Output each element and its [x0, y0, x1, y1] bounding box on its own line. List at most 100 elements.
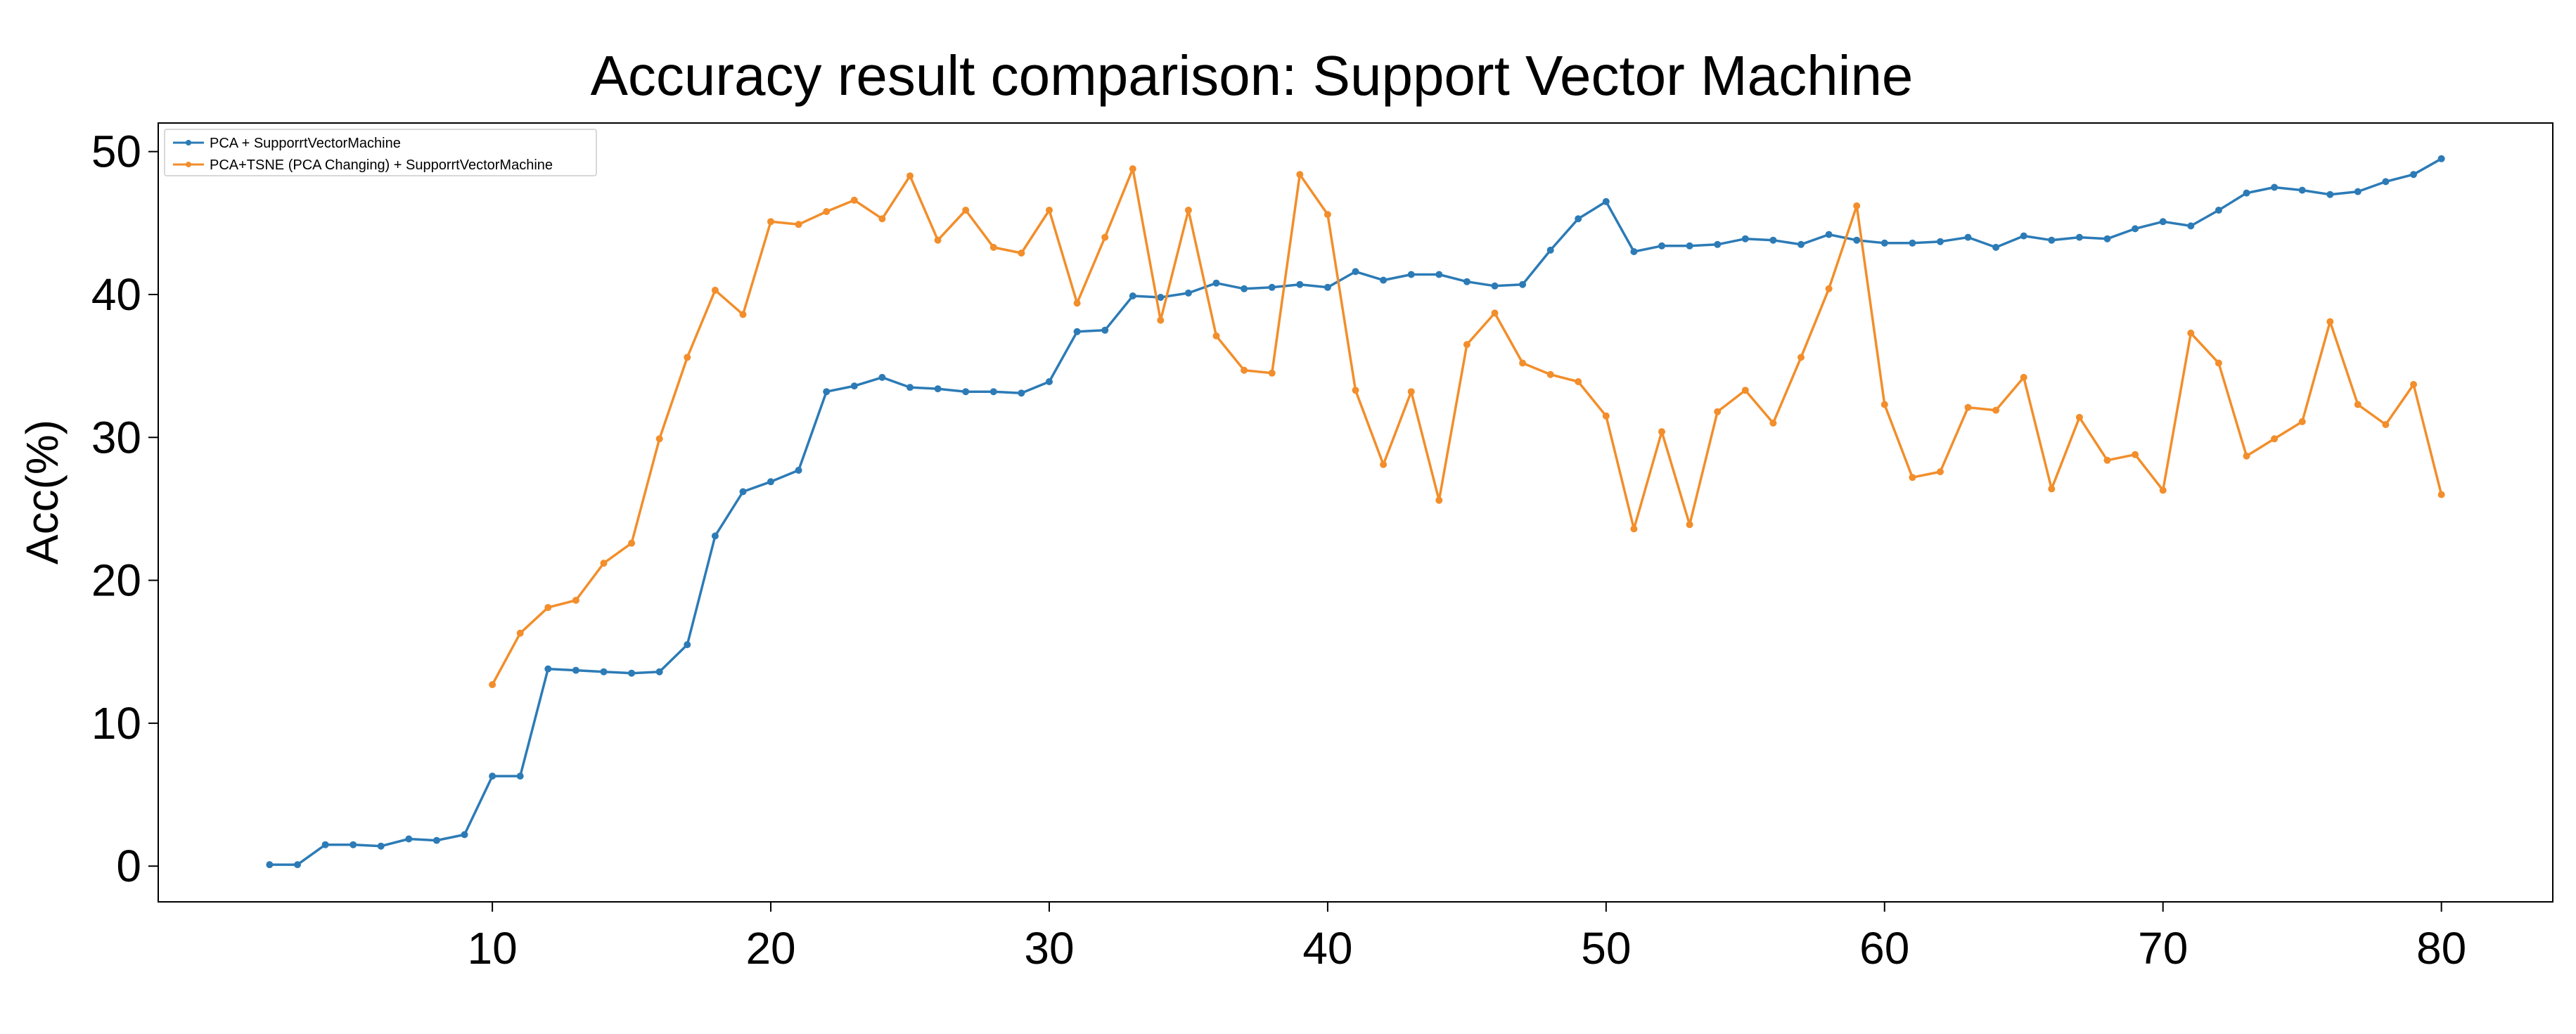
data-point [1491, 282, 1499, 290]
data-point [1602, 412, 1610, 420]
data-point [1714, 240, 1722, 248]
data-point [1352, 268, 1359, 276]
data-point [544, 604, 552, 612]
data-point [1546, 246, 1554, 254]
data-point [1519, 359, 1527, 367]
data-point [1798, 240, 1805, 248]
legend-label: PCA + SupporrtVectorMachine [210, 136, 401, 151]
data-point [572, 597, 579, 604]
data-point [1129, 292, 1136, 299]
data-point [1352, 387, 1359, 394]
legend-label: PCA+TSNE (PCA Changing) + SupporrtVector… [210, 157, 553, 173]
data-point [2075, 233, 2083, 241]
plot-frame [158, 122, 2553, 903]
data-point [1129, 165, 1136, 173]
data-point [1268, 369, 1276, 377]
data-point [1157, 294, 1165, 301]
data-point [1964, 403, 1972, 411]
data-point [516, 773, 524, 780]
data-point [1853, 236, 1861, 244]
data-point [2410, 381, 2417, 388]
data-point [1101, 233, 1109, 241]
data-point [1018, 250, 1025, 257]
data-point [432, 836, 440, 844]
data-point [767, 478, 774, 486]
y-tick-label: 30 [91, 412, 141, 463]
data-point [906, 384, 914, 392]
data-point [2271, 435, 2279, 443]
data-point [350, 841, 357, 848]
legend-marker [186, 140, 191, 146]
y-tick-label: 0 [116, 841, 141, 891]
data-point [1519, 280, 1527, 288]
data-point [850, 382, 858, 390]
data-point [1212, 279, 1220, 287]
data-point [1992, 406, 2000, 414]
data-point [2382, 421, 2390, 428]
data-point [1073, 299, 1081, 307]
data-point [1463, 341, 1470, 349]
data-point [1435, 271, 1443, 278]
series-layer [266, 155, 2445, 869]
data-point [1798, 354, 1805, 361]
data-point [572, 666, 579, 674]
data-point [1686, 521, 1693, 529]
legend: PCA + SupporrtVectorMachine PCA+TSNE (PCA… [164, 129, 597, 176]
data-point [1046, 207, 1053, 214]
data-point [600, 668, 608, 676]
data-point [1380, 460, 1388, 468]
data-point [1686, 242, 1693, 250]
data-point [1714, 408, 1722, 415]
data-point [684, 641, 691, 649]
data-point [1880, 239, 1888, 247]
data-point [2132, 225, 2139, 233]
data-point [878, 373, 886, 381]
data-point [2159, 486, 2167, 494]
x-tick-label: 60 [1859, 923, 1909, 974]
data-point [823, 208, 831, 215]
data-point [1407, 388, 1415, 396]
data-point [1101, 326, 1109, 334]
data-point [1825, 231, 1833, 238]
series-2 [489, 165, 2445, 688]
data-point [1407, 271, 1415, 278]
data-point [2354, 401, 2362, 408]
data-point [1630, 525, 1638, 533]
axes: 10 20 30 40 50 60 70 80 0 10 20 30 40 50 [91, 122, 2553, 974]
data-point [684, 354, 691, 361]
data-point [934, 385, 942, 393]
data-point [2132, 451, 2139, 458]
data-point [1658, 242, 1665, 250]
data-point [1296, 171, 1304, 179]
data-point [795, 467, 802, 474]
y-tick-label: 40 [91, 269, 141, 320]
data-point [1575, 378, 1582, 385]
data-point [1741, 235, 1749, 243]
legend-box [164, 129, 597, 176]
data-point [2410, 171, 2417, 179]
data-point [2382, 178, 2390, 186]
legend-marker [186, 162, 191, 167]
data-point [739, 488, 747, 496]
data-point [823, 388, 831, 396]
y-tick-label: 50 [91, 127, 141, 177]
data-point [628, 539, 636, 547]
data-point [1491, 309, 1499, 317]
data-point [850, 196, 858, 204]
data-point [1769, 236, 1777, 244]
data-point [1324, 283, 1331, 291]
data-point [544, 665, 552, 673]
data-point [739, 311, 747, 318]
data-point [906, 172, 914, 180]
data-point [2020, 373, 2027, 381]
x-tick-label: 20 [745, 923, 795, 974]
data-point [2048, 485, 2056, 493]
data-point [1741, 387, 1749, 394]
data-point [1241, 366, 1248, 374]
data-point [655, 668, 663, 676]
data-point [1463, 278, 1470, 285]
data-point [934, 236, 942, 244]
data-point [1324, 211, 1331, 219]
